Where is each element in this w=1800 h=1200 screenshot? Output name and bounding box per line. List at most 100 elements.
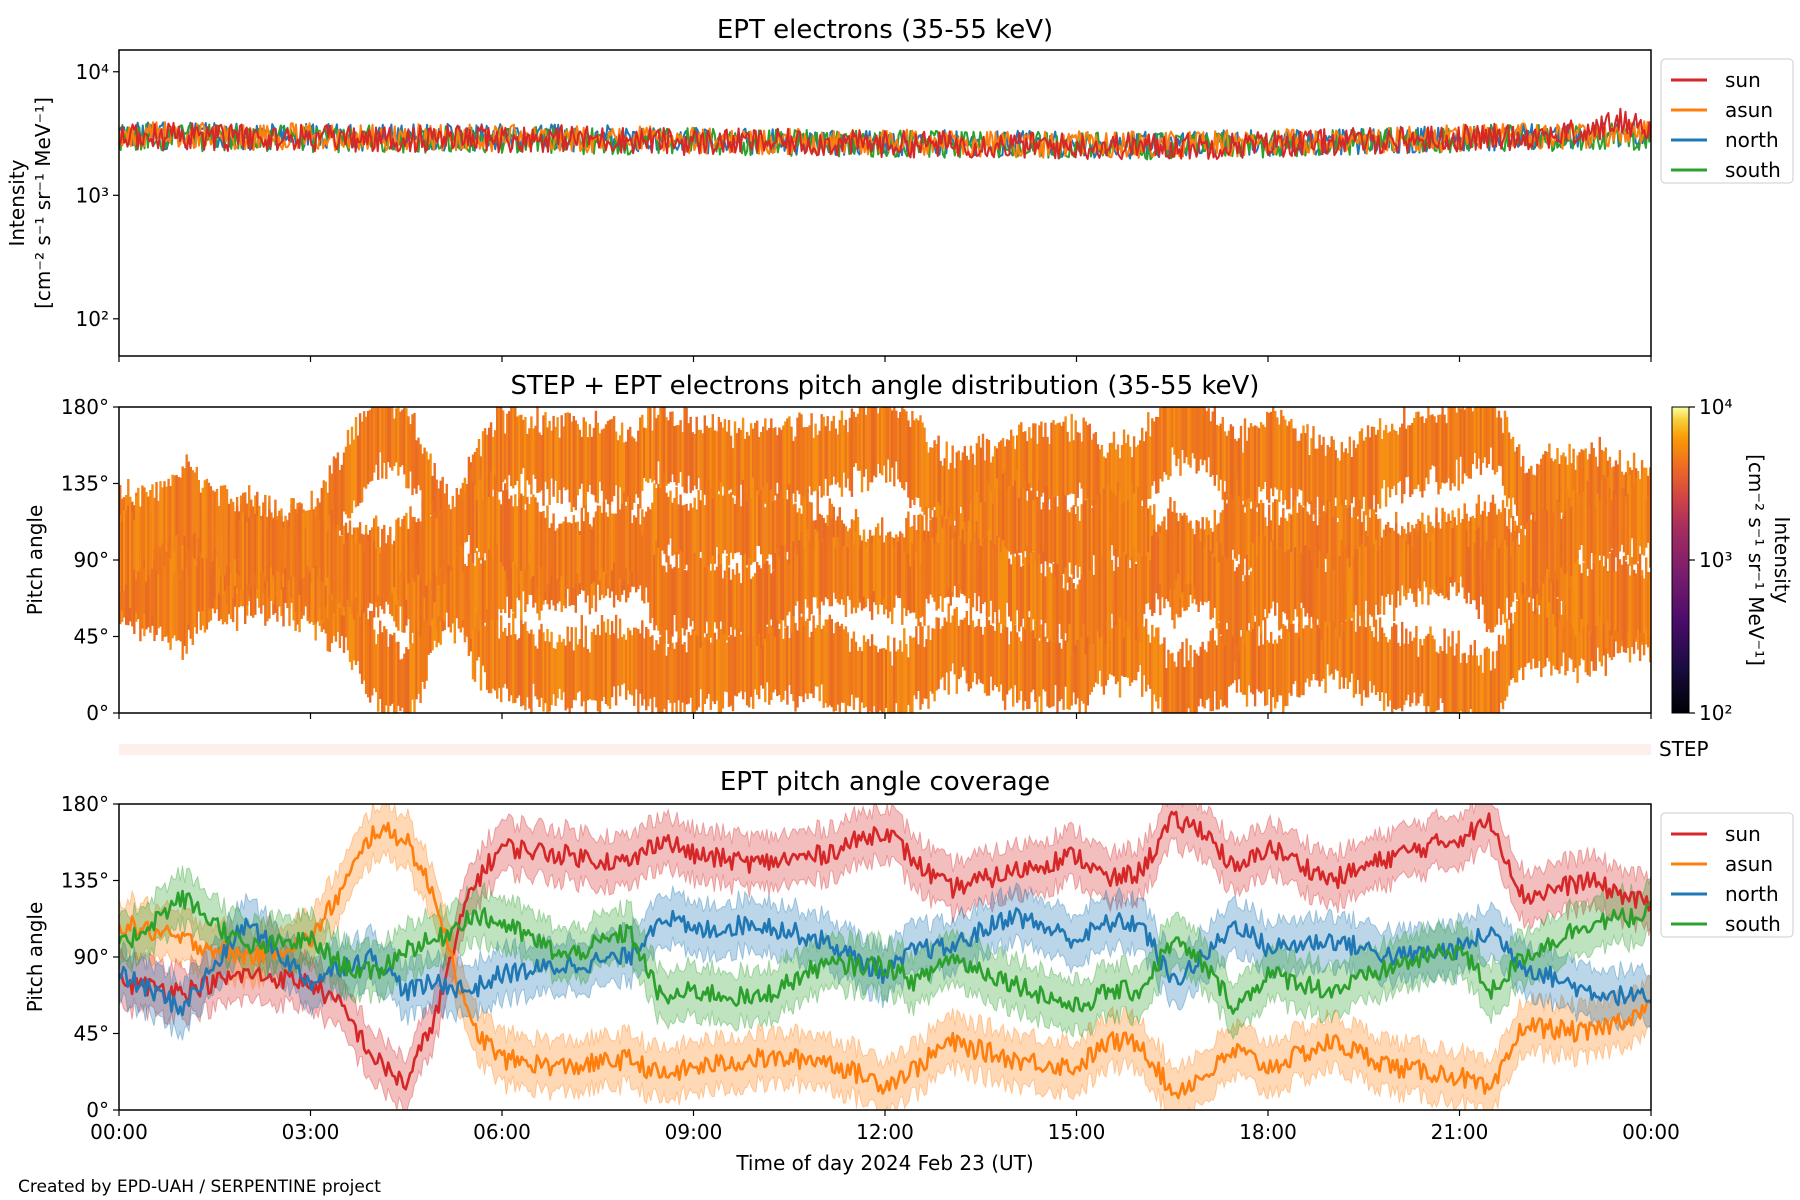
heatmap-cell	[1558, 601, 1561, 674]
heatmap-cell	[1046, 642, 1049, 707]
heatmap-cell	[1245, 440, 1249, 508]
heatmap-cell	[1235, 478, 1239, 561]
heatmap-cell	[1114, 449, 1118, 519]
heatmap-cell	[768, 564, 771, 634]
heatmap-cell	[1286, 521, 1289, 575]
heatmap-cell	[1282, 508, 1285, 574]
heatmap-cell	[860, 407, 864, 493]
heatmap-cell	[526, 631, 529, 698]
heatmap-cell	[1330, 612, 1333, 674]
heatmap-cell	[371, 611, 374, 696]
heatmap-cell	[657, 547, 660, 631]
heatmap-cell	[774, 500, 777, 560]
heatmap-cell	[1259, 422, 1263, 492]
heatmap-cell	[312, 509, 315, 569]
heatmap-cell	[1314, 546, 1317, 628]
heatmap-cell	[532, 428, 535, 475]
heatmap-cell	[979, 626, 983, 683]
y-tick-label: 0°	[86, 701, 109, 725]
heatmap-cell	[705, 568, 708, 622]
heatmap-cell	[1102, 488, 1106, 569]
heatmap-cell	[1112, 431, 1116, 521]
heatmap-cell	[647, 506, 650, 561]
heatmap-cell	[1149, 436, 1152, 499]
heatmap-cell	[735, 433, 739, 506]
heatmap-cell	[889, 651, 892, 713]
heatmap-cell	[1580, 596, 1583, 659]
heatmap-cell	[796, 554, 799, 602]
heatmap-cell	[782, 546, 785, 621]
heatmap-cell	[633, 438, 636, 503]
heatmap-cell	[788, 638, 791, 686]
heatmap-cell	[1181, 642, 1184, 713]
heatmap-cell	[1638, 553, 1642, 633]
heatmap-cell	[655, 418, 658, 485]
y-tick-label: 0°	[86, 1098, 109, 1122]
heatmap-cell	[1316, 624, 1319, 681]
heatmap-cell	[485, 557, 489, 610]
heatmap-cell	[1221, 510, 1224, 565]
heatmap-cell	[1439, 528, 1442, 588]
heatmap-cell	[600, 512, 604, 568]
heatmap-cell	[798, 412, 801, 495]
heatmap-cell	[556, 417, 559, 503]
heatmap-cell	[949, 622, 952, 672]
heatmap-cell	[1378, 545, 1382, 615]
heatmap-cell	[669, 636, 672, 704]
heatmap-cell	[705, 425, 708, 500]
heatmap-cell	[1602, 475, 1605, 556]
heatmap-cell	[1513, 451, 1517, 505]
panel1-frame	[118, 49, 1652, 357]
heatmap-cell	[1074, 588, 1077, 645]
heatmap-cell	[1288, 421, 1291, 510]
heatmap-cell	[921, 422, 924, 512]
heatmap-cell	[1100, 556, 1104, 636]
heatmap-cell	[556, 528, 559, 580]
heatmap-cell	[693, 497, 696, 574]
heatmap-cell	[760, 489, 763, 555]
heatmap-cell	[1642, 578, 1646, 633]
heatmap-cell	[637, 519, 640, 577]
heatmap-cell	[1586, 480, 1589, 569]
heatmap-cell	[1564, 551, 1567, 606]
heatmap-cell	[1223, 555, 1227, 646]
heatmap-cell	[213, 548, 217, 599]
heatmap-cell	[1286, 629, 1289, 706]
heatmap-cell	[1171, 534, 1174, 621]
heatmap-cell	[1626, 564, 1630, 632]
heatmap-cell	[564, 645, 567, 711]
heatmap-cell	[1330, 436, 1333, 520]
heatmap-cell	[177, 520, 180, 574]
heatmap-cell	[1272, 407, 1275, 497]
heatmap-cell	[1264, 617, 1267, 706]
heatmap-cell	[1189, 407, 1192, 468]
heatmap-cell	[762, 426, 765, 503]
heatmap-cell	[205, 478, 209, 558]
heatmap-cell	[385, 543, 388, 602]
heatmap-cell	[568, 641, 571, 713]
heatmap-cell	[592, 427, 596, 496]
heatmap-cell	[719, 564, 723, 622]
heatmap-cell	[1098, 449, 1102, 503]
heatmap-cell	[834, 428, 837, 485]
heatmap-cell	[1092, 631, 1095, 688]
heatmap-cell	[1530, 465, 1533, 515]
heatmap-cell	[651, 635, 654, 713]
heatmap-cell	[1253, 621, 1257, 707]
heatmap-cell	[1419, 521, 1422, 592]
heatmap-cell	[1076, 627, 1079, 699]
heatmap-cell	[487, 427, 491, 516]
heatmap-cell	[1354, 448, 1358, 510]
heatmap-cell	[1604, 477, 1607, 569]
heatmap-cell	[1415, 537, 1418, 594]
heatmap-cell	[816, 531, 819, 609]
heatmap-cell	[885, 535, 888, 606]
heatmap-cell	[931, 447, 934, 511]
heatmap-cell	[687, 632, 690, 704]
heatmap-cell	[385, 629, 388, 706]
heatmap-cell	[504, 530, 507, 613]
heatmap-cell	[1453, 517, 1456, 583]
heatmap-cell	[673, 497, 676, 555]
heatmap-cell	[1056, 563, 1059, 633]
heatmap-cell	[356, 610, 360, 662]
